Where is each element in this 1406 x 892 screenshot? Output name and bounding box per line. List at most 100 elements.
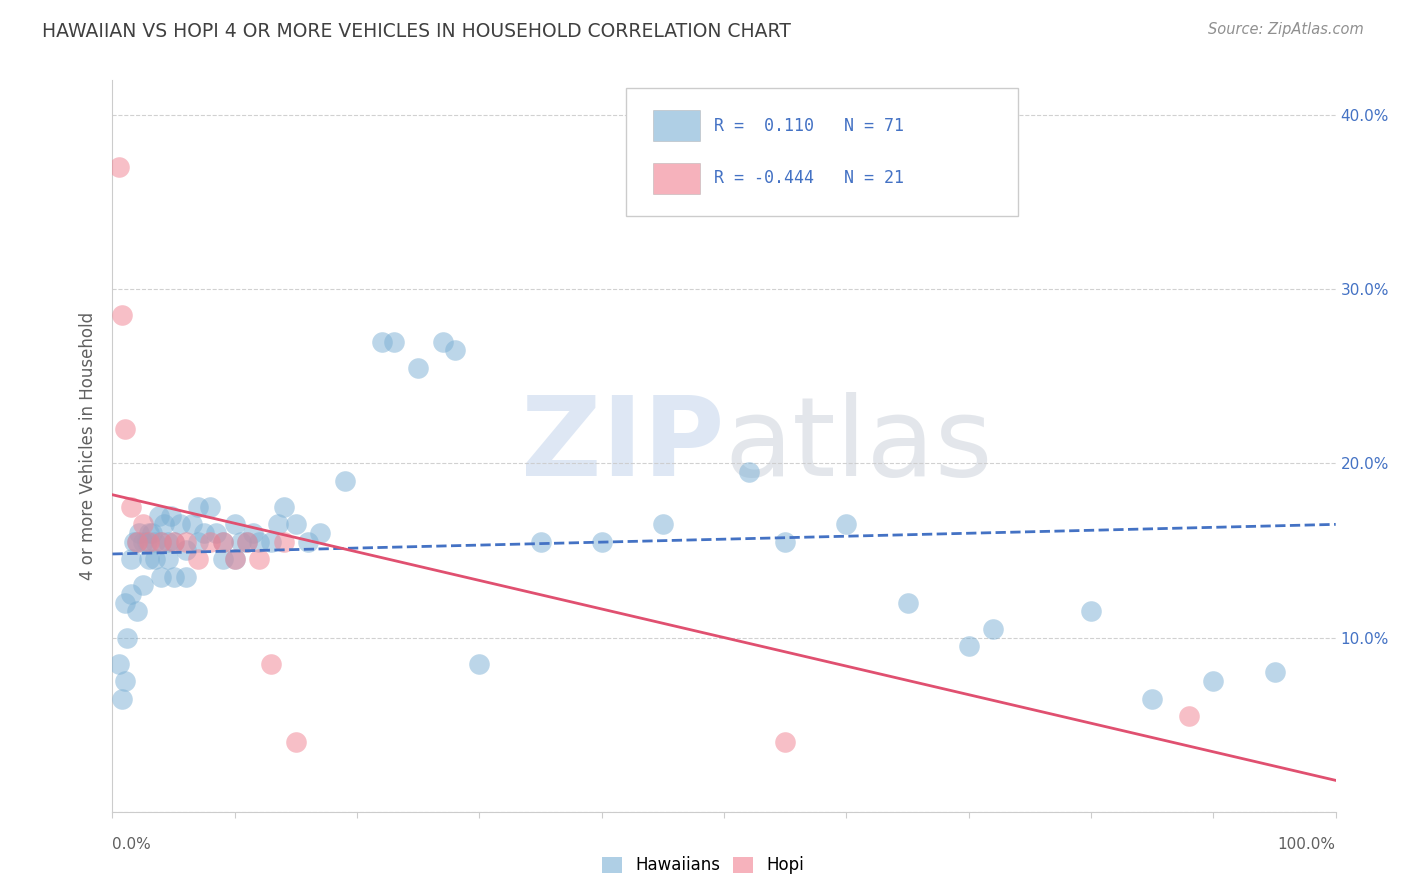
Point [181,517,204,532]
Point [284,517,308,532]
Point [124,534,146,549]
Point [174,534,197,549]
Point [143,534,166,549]
Point [529,534,551,549]
Point [897,596,920,610]
Point [135,534,157,549]
Point [333,474,356,488]
Point [150,534,173,549]
Point [107,161,129,175]
Point [143,552,166,566]
Point [156,534,179,549]
Text: HAWAIIAN VS HOPI 4 OR MORE VEHICLES IN HOUSEHOLD CORRELATION CHART: HAWAIIAN VS HOPI 4 OR MORE VEHICLES IN H… [42,22,792,41]
Point [125,534,148,549]
Point [242,526,264,541]
Point [138,534,160,549]
Point [284,735,308,749]
Point [200,500,222,514]
Point [138,552,160,566]
Point [1202,674,1225,689]
Point [132,534,155,549]
Point [132,578,155,592]
Point [120,500,142,514]
Point [408,360,430,375]
Point [652,517,675,532]
Point [160,508,183,523]
Point [120,552,142,566]
Point [260,657,283,671]
Point [114,596,136,610]
Point [737,465,759,479]
Text: R =  0.110   N = 71: R = 0.110 N = 71 [714,117,904,135]
Point [163,569,186,583]
Point [156,552,179,566]
FancyBboxPatch shape [626,87,1018,216]
Point [200,534,222,549]
Point [115,631,138,645]
Point [1080,604,1102,618]
Text: 0.0%: 0.0% [112,837,152,852]
Point [125,534,148,549]
Point [114,674,136,689]
Point [229,534,252,549]
Point [468,657,491,671]
FancyBboxPatch shape [654,163,700,194]
Point [205,526,228,541]
Point [775,534,797,549]
Legend: Hawaiians, Hopi: Hawaiians, Hopi [596,851,810,880]
Point [163,534,186,549]
Point [211,534,233,549]
Point [957,640,980,654]
Point [150,534,173,549]
Point [224,552,246,566]
Text: atlas: atlas [724,392,993,500]
Point [169,517,191,532]
Point [981,622,1004,636]
Point [211,552,233,566]
Point [273,500,295,514]
Point [266,517,288,532]
Text: ZIP: ZIP [520,392,724,500]
Point [236,534,259,549]
Point [224,552,246,566]
Point [114,421,136,435]
Point [247,552,270,566]
Point [444,343,467,358]
Point [224,517,246,532]
Point [187,534,209,549]
Point [141,526,163,541]
Point [835,517,858,532]
Point [153,517,176,532]
Point [382,334,405,349]
Y-axis label: 4 or more Vehicles in Household: 4 or more Vehicles in Household [79,312,97,580]
Point [174,543,197,558]
Point [111,691,134,706]
Point [211,534,233,549]
Point [163,534,186,549]
Point [236,534,259,549]
Point [297,534,319,549]
Point [260,534,283,549]
Point [187,500,209,514]
Point [432,334,454,349]
Point [775,735,797,749]
Point [125,604,148,618]
Point [111,309,134,323]
Point [309,526,332,541]
Point [148,508,170,523]
Point [1264,665,1286,680]
Point [273,534,295,549]
Text: 100.0%: 100.0% [1278,837,1336,852]
Point [193,526,215,541]
Point [120,587,142,601]
Point [150,569,173,583]
Point [1142,691,1164,706]
Point [247,534,270,549]
Point [174,569,197,583]
Text: Source: ZipAtlas.com: Source: ZipAtlas.com [1208,22,1364,37]
Point [591,534,613,549]
Point [128,526,150,541]
Point [138,526,160,541]
Point [1178,709,1201,723]
Point [132,517,155,532]
